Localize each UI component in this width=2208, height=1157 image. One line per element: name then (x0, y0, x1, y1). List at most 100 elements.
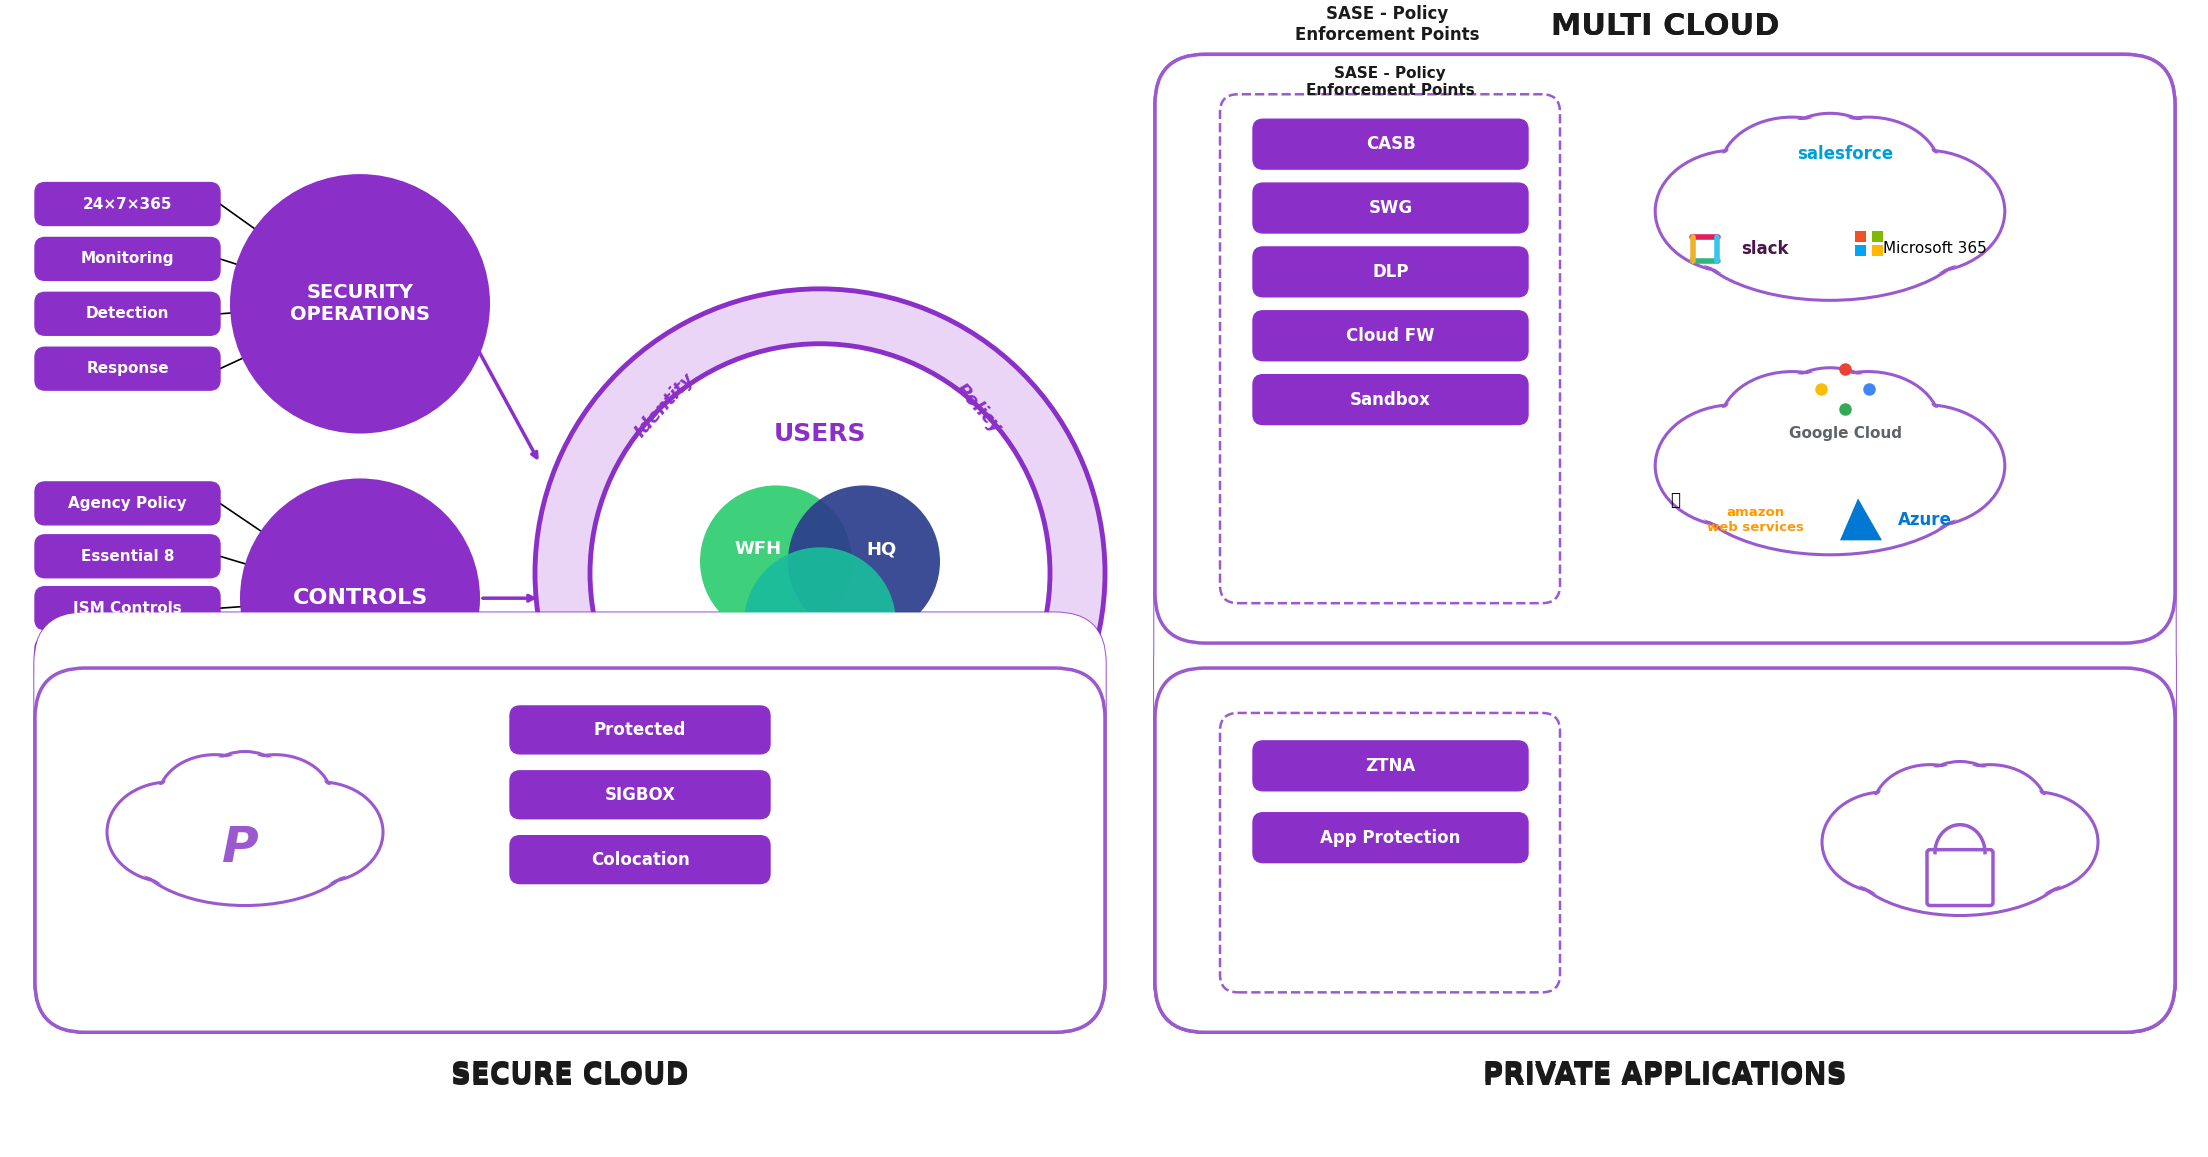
Circle shape (241, 479, 479, 718)
Text: SECURITY
OPERATIONS: SECURITY OPERATIONS (289, 283, 431, 324)
FancyBboxPatch shape (510, 835, 771, 884)
FancyBboxPatch shape (1155, 613, 2175, 1032)
Text: SIGBOX: SIGBOX (605, 786, 676, 804)
FancyBboxPatch shape (499, 724, 751, 772)
Ellipse shape (1647, 495, 1802, 616)
Text: DLP: DLP (1371, 263, 1409, 281)
Ellipse shape (1899, 743, 2005, 823)
Ellipse shape (1994, 771, 2106, 856)
Ellipse shape (1788, 168, 1928, 272)
Ellipse shape (1766, 163, 1875, 250)
Ellipse shape (1720, 371, 1864, 479)
FancyBboxPatch shape (35, 293, 221, 336)
Text: Essential 8: Essential 8 (82, 548, 174, 563)
Text: USERS: USERS (773, 421, 866, 445)
Ellipse shape (1797, 374, 1939, 476)
Text: Protected: Protected (578, 673, 671, 691)
Text: ZTNA: ZTNA (1362, 709, 1413, 727)
Ellipse shape (1795, 117, 1941, 224)
Ellipse shape (1939, 740, 2023, 806)
FancyBboxPatch shape (499, 790, 751, 838)
Ellipse shape (1647, 201, 1802, 320)
Circle shape (700, 486, 852, 638)
Ellipse shape (119, 779, 236, 867)
Ellipse shape (1762, 456, 1877, 546)
Text: salesforce: salesforce (1797, 145, 1892, 163)
Text: Cloud FW: Cloud FW (1347, 326, 1435, 345)
Text: Identity: Identity (631, 370, 698, 441)
Polygon shape (1839, 591, 1875, 626)
Text: P: P (232, 816, 267, 860)
FancyBboxPatch shape (1221, 713, 1561, 993)
FancyBboxPatch shape (1252, 246, 1528, 297)
Text: ISM Controls: ISM Controls (73, 600, 181, 616)
Ellipse shape (1835, 199, 1994, 323)
Text: DLP: DLP (1369, 252, 1404, 270)
Ellipse shape (159, 754, 272, 842)
Bar (1855, 231, 1866, 242)
Ellipse shape (1775, 116, 1883, 200)
Bar (1839, 300, 1850, 310)
Text: Response: Response (86, 361, 168, 376)
Ellipse shape (1656, 150, 1815, 272)
Text: CONTROLS: CONTROLS (291, 588, 428, 609)
Ellipse shape (265, 779, 382, 867)
Ellipse shape (1932, 765, 2047, 853)
Ellipse shape (1837, 495, 1992, 616)
Text: CASB: CASB (1365, 135, 1415, 153)
Ellipse shape (1846, 150, 2005, 272)
Text: Enforcement: Enforcement (755, 819, 885, 838)
Text: Agency Policy: Agency Policy (68, 496, 188, 511)
Bar (1855, 245, 1866, 256)
Ellipse shape (1901, 745, 2003, 820)
Ellipse shape (219, 754, 331, 842)
Text: WFH: WFH (735, 540, 782, 559)
Ellipse shape (1872, 765, 1987, 853)
Bar (1855, 300, 1864, 310)
FancyBboxPatch shape (1155, 668, 2175, 1032)
Ellipse shape (1941, 743, 2020, 804)
Ellipse shape (221, 757, 329, 840)
FancyBboxPatch shape (1155, 613, 2175, 1032)
Ellipse shape (1974, 795, 2095, 890)
Text: CASB: CASB (1362, 120, 1411, 138)
Ellipse shape (1678, 503, 1963, 646)
FancyBboxPatch shape (1248, 170, 1528, 220)
Ellipse shape (1709, 459, 1855, 568)
Ellipse shape (1645, 199, 1804, 323)
Ellipse shape (1788, 462, 1928, 566)
Ellipse shape (1822, 791, 1947, 892)
FancyBboxPatch shape (35, 237, 221, 280)
FancyBboxPatch shape (35, 613, 1104, 1032)
FancyBboxPatch shape (1252, 183, 1528, 233)
Ellipse shape (1678, 209, 1963, 352)
Ellipse shape (1992, 768, 2109, 858)
Circle shape (788, 486, 941, 638)
FancyBboxPatch shape (1248, 368, 1528, 418)
Text: MULTI CLOUD: MULTI CLOUD (1550, 12, 1780, 40)
Ellipse shape (1775, 370, 1883, 455)
Text: SECURE CLOUD: SECURE CLOUD (450, 1060, 689, 1089)
FancyBboxPatch shape (35, 668, 1104, 1032)
Text: Colocation: Colocation (576, 805, 673, 823)
Text: 📦: 📦 (1669, 492, 1680, 509)
Ellipse shape (1722, 119, 1861, 221)
Text: SASE - Policy
Enforcement Points: SASE - Policy Enforcement Points (1305, 66, 1475, 98)
Ellipse shape (208, 749, 294, 816)
Ellipse shape (106, 782, 234, 883)
Ellipse shape (256, 782, 382, 883)
Ellipse shape (223, 751, 333, 833)
Text: PRIVATE APPLICATIONS: PRIVATE APPLICATIONS (1484, 1063, 1846, 1091)
Text: SWG: SWG (1365, 186, 1409, 204)
FancyBboxPatch shape (1248, 762, 1528, 812)
FancyBboxPatch shape (510, 771, 771, 819)
Text: Sandbox: Sandbox (1349, 391, 1431, 408)
Text: HQ: HQ (868, 540, 896, 559)
Ellipse shape (1773, 113, 1888, 202)
Polygon shape (1839, 499, 1881, 540)
Ellipse shape (110, 784, 230, 880)
Text: Policy: Policy (952, 381, 1005, 437)
Text: Sandbox: Sandbox (1347, 384, 1426, 401)
Ellipse shape (1954, 743, 2062, 823)
Text: SIGBOX: SIGBOX (590, 739, 660, 757)
